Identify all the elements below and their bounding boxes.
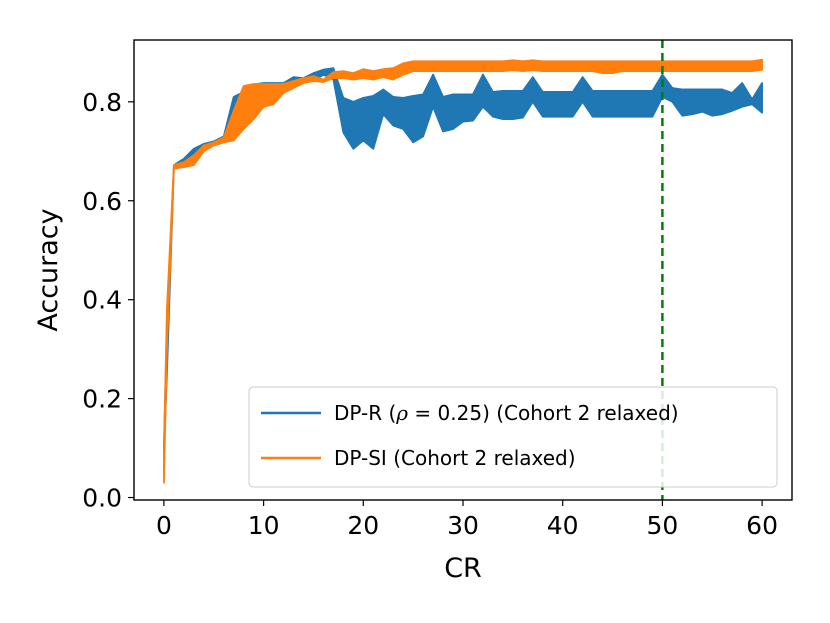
x-tick-label: 50 xyxy=(646,511,678,540)
y-axis-label: Accuracy xyxy=(33,208,64,331)
legend-dp-r-part-2: = 0.25) (Cohort 2 relaxed) xyxy=(408,401,679,425)
x-axis: 0 10 20 30 40 50 60 xyxy=(156,500,778,540)
legend-label-dp-si: DP-SI (Cohort 2 relaxed) xyxy=(334,446,576,470)
legend-dp-r-rho: ρ xyxy=(395,401,408,425)
series-band-dp-r xyxy=(163,67,763,454)
x-tick-label: 30 xyxy=(447,511,479,540)
x-tick-label: 60 xyxy=(746,511,778,540)
legend-frame xyxy=(248,386,778,488)
y-tick-label: 0.6 xyxy=(82,187,122,216)
x-axis-label: CR xyxy=(444,553,482,584)
y-tick-label: 0.2 xyxy=(82,385,122,414)
y-tick-label: 0.0 xyxy=(82,484,122,513)
x-tick-label: 40 xyxy=(547,511,579,540)
y-tick-label: 0.8 xyxy=(82,88,122,117)
legend-label-dp-r: DP-R (ρ = 0.25) (Cohort 2 relaxed) xyxy=(334,401,679,425)
legend: DP-R (ρ = 0.25) (Cohort 2 relaxed) DP-SI… xyxy=(248,386,778,488)
series-layer xyxy=(163,58,763,484)
y-axis: 0.0 0.2 0.4 0.6 0.8 xyxy=(82,88,134,513)
x-tick-label: 20 xyxy=(347,511,379,540)
y-tick-label: 0.4 xyxy=(82,286,122,315)
series-band-dp-si xyxy=(163,58,763,484)
x-tick-label: 0 xyxy=(156,511,172,540)
legend-dp-r-part-1: DP-R ( xyxy=(334,401,396,425)
x-tick-label: 10 xyxy=(248,511,280,540)
